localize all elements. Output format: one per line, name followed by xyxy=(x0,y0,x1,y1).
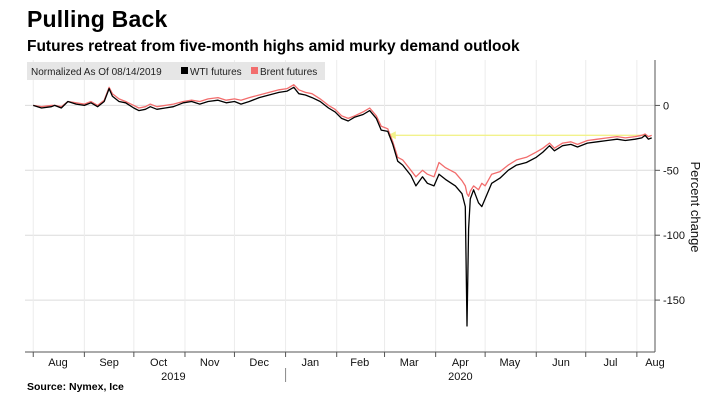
x-tick-label: Aug xyxy=(645,357,665,369)
x-tick-label: Jan xyxy=(301,357,319,369)
x-tick-label: May xyxy=(499,357,520,369)
x-tick-label: Jun xyxy=(552,357,570,369)
x-tick-label: Sep xyxy=(99,357,119,369)
y-tick-label: -100 xyxy=(663,230,685,242)
x-tick-label: Dec xyxy=(249,357,269,369)
wti-series-line xyxy=(33,86,652,327)
y-tick-label: -150 xyxy=(663,295,685,307)
x-tick-label: Jul xyxy=(603,357,617,369)
y-tick-label: 0 xyxy=(663,100,669,112)
grid xyxy=(25,60,655,352)
legend: Normalized As Of 08/14/2019 WTI futures … xyxy=(27,62,325,80)
brent-series-line xyxy=(33,84,652,197)
annotation-layer xyxy=(387,131,647,140)
year-label: 2019 xyxy=(161,371,185,383)
legend-swatch-wti xyxy=(181,67,188,74)
y-tick-label: -50 xyxy=(663,165,679,177)
axes: 0 -50 -100 -150 Aug Sep Oct Nov Dec Jan Feb Mar Apr M… xyxy=(25,60,685,383)
annotation-arrow-head xyxy=(387,131,396,140)
year-label: 2020 xyxy=(448,371,472,383)
chart-title: Pulling Back xyxy=(27,6,168,32)
x-tick-label: Aug xyxy=(48,357,68,369)
y-axis-label: Percent change xyxy=(688,161,703,252)
legend-swatch-brent xyxy=(251,67,258,74)
series-layer xyxy=(33,84,652,327)
x-tick-label: Oct xyxy=(150,357,167,369)
x-tick-label: Mar xyxy=(400,357,419,369)
legend-note: Normalized As Of 08/14/2019 xyxy=(31,67,162,78)
x-tick-label: Feb xyxy=(350,357,369,369)
source-note: Source: Nymex, Ice xyxy=(27,381,124,393)
legend-label-wti: WTI futures xyxy=(190,67,242,78)
legend-background xyxy=(27,62,325,80)
legend-label-brent: Brent futures xyxy=(260,67,317,78)
x-tick-label: Apr xyxy=(452,357,469,369)
chart-subtitle: Futures retreat from five-month highs am… xyxy=(27,38,520,55)
x-tick-label: Nov xyxy=(200,357,220,369)
